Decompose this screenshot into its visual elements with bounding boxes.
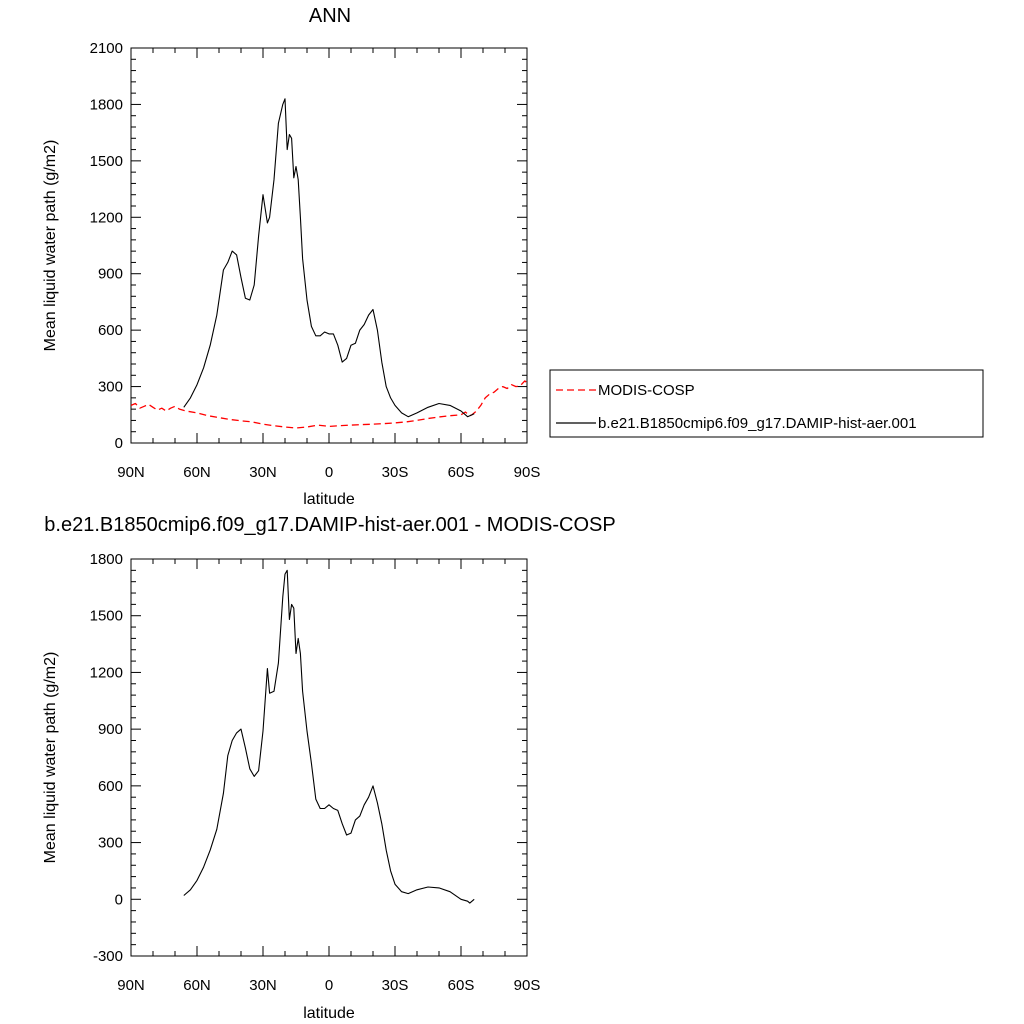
- y-tick-label: 0: [115, 435, 123, 452]
- x-tick-label: 60S: [448, 977, 475, 994]
- x-tick-label: 60S: [448, 464, 475, 481]
- chart-panel-2: b.e21.B1850cmip6.f09_g17.DAMIP-hist-aer.…: [42, 514, 616, 1022]
- x-tick-label: 0: [325, 977, 333, 994]
- series-line-modis-cosp: [130, 380, 528, 429]
- y-tick-label: 1200: [90, 664, 123, 681]
- y-tick-label: 0: [115, 891, 123, 908]
- x-tick-label: 60N: [183, 464, 211, 481]
- x-axis-label: latitude: [303, 491, 355, 508]
- y-axis-label: Mean liquid water path (g/m2): [42, 652, 59, 864]
- legend-label: b.e21.B1850cmip6.f09_g17.DAMIP-hist-aer.…: [598, 415, 917, 432]
- chart-title: ANN: [309, 5, 351, 27]
- chart-panel-1: ANN 0 300 600 900 1200 1500 1800 2100 90N 60N 30N 0 3…: [42, 5, 984, 508]
- y-tick-label: 1800: [90, 551, 123, 568]
- legend: MODIS-COSP b.e21.B1850cmip6.f09_g17.DAMIP…: [549, 369, 984, 438]
- y-tick-label: 900: [98, 266, 123, 283]
- y-tick-label: 1500: [90, 153, 123, 170]
- x-tick-label: 60N: [183, 977, 211, 994]
- y-tick-label: 1200: [90, 209, 123, 226]
- y-tick-label: -300: [93, 948, 123, 965]
- x-tick-label: 30S: [382, 464, 409, 481]
- x-tick-label: 30S: [382, 977, 409, 994]
- series-line-difference: [183, 569, 475, 904]
- y-tick-label: 300: [98, 835, 123, 852]
- x-tick-label: 0: [325, 464, 333, 481]
- x-tick-label: 30N: [249, 977, 277, 994]
- x-tick-label: 90S: [514, 464, 541, 481]
- x-tick-label: 90N: [117, 464, 145, 481]
- y-axis-label: Mean liquid water path (g/m2): [42, 140, 59, 352]
- y-tick-label: 600: [98, 322, 123, 339]
- y-tick-label: 1800: [90, 96, 123, 113]
- y-tick-label: 900: [98, 721, 123, 738]
- y-tick-label: 600: [98, 778, 123, 795]
- legend-label: MODIS-COSP: [598, 382, 695, 399]
- x-tick-label: 90N: [117, 977, 145, 994]
- x-tick-label: 30N: [249, 464, 277, 481]
- y-tick-label: 2100: [90, 40, 123, 57]
- y-tick-label: 300: [98, 379, 123, 396]
- legend-box: [549, 369, 984, 438]
- plot-frame: [130, 558, 528, 957]
- series-line-b-e21-b1850cmip6-f09-g17-damip-hist-aer-001: [183, 98, 475, 418]
- chart-title: b.e21.B1850cmip6.f09_g17.DAMIP-hist-aer.…: [44, 514, 615, 536]
- x-tick-label: 90S: [514, 977, 541, 994]
- plot-frame: [130, 47, 528, 444]
- y-tick-label: 1500: [90, 608, 123, 625]
- x-axis-label: latitude: [303, 1005, 355, 1022]
